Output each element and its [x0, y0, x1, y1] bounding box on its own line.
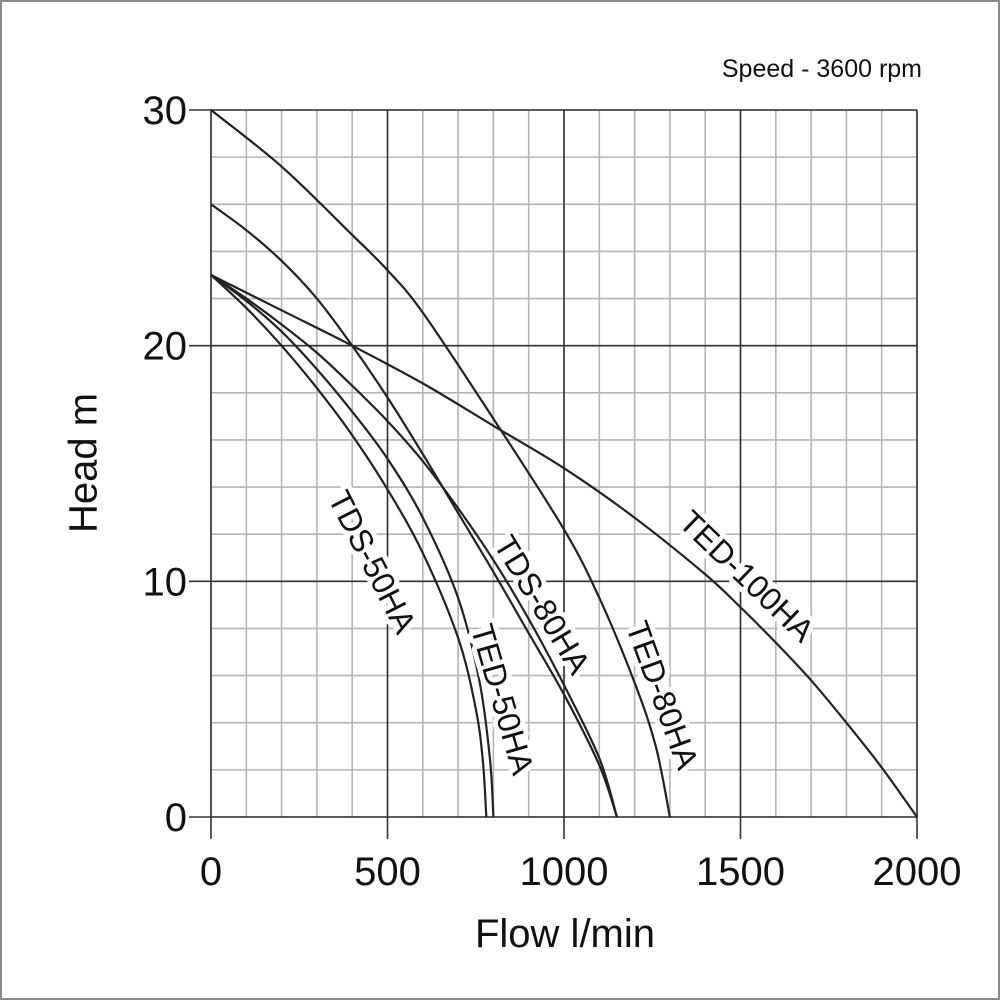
svg-text:TDS-50HA: TDS-50HA	[321, 485, 424, 640]
x-tick-label: 2000	[873, 850, 962, 894]
x-tick-label: 500	[354, 850, 421, 894]
curve-tds-80ha-lower	[210, 274, 619, 818]
y-axis-label: Head m	[61, 392, 106, 534]
x-tick-label: 1000	[520, 850, 609, 894]
y-tick-label: 0	[165, 796, 187, 840]
tick-labels: 0 500 1000 1500 2000 30 20 10 0	[143, 89, 962, 894]
curve-tds-50ha	[210, 274, 488, 818]
curve-labels: TDS-50HATDS-50HATED-50HATED-50HATDS-80HA…	[316, 480, 827, 784]
x-tick-label: 1500	[696, 850, 785, 894]
axis-ticks	[189, 109, 918, 839]
svg-text:TED-100HA: TED-100HA	[672, 503, 822, 649]
curve-ted-80ha	[210, 109, 671, 818]
curve-ted-100ha	[210, 273, 918, 818]
svg-text:TED-80HA: TED-80HA	[619, 616, 706, 774]
svg-text:TED-50HA: TED-50HA	[464, 620, 541, 779]
curve-tds-80ha	[210, 203, 618, 818]
y-tick-label: 20	[143, 325, 188, 369]
performance-curves	[210, 109, 918, 818]
x-tick-label: 0	[200, 850, 222, 894]
x-axis-label: Flow l/min	[474, 912, 656, 956]
y-tick-label: 10	[143, 560, 188, 604]
curve-ted-50ha	[210, 274, 495, 818]
speed-annotation: Speed - 3600 rpm	[721, 55, 922, 83]
y-tick-label: 30	[143, 89, 188, 133]
